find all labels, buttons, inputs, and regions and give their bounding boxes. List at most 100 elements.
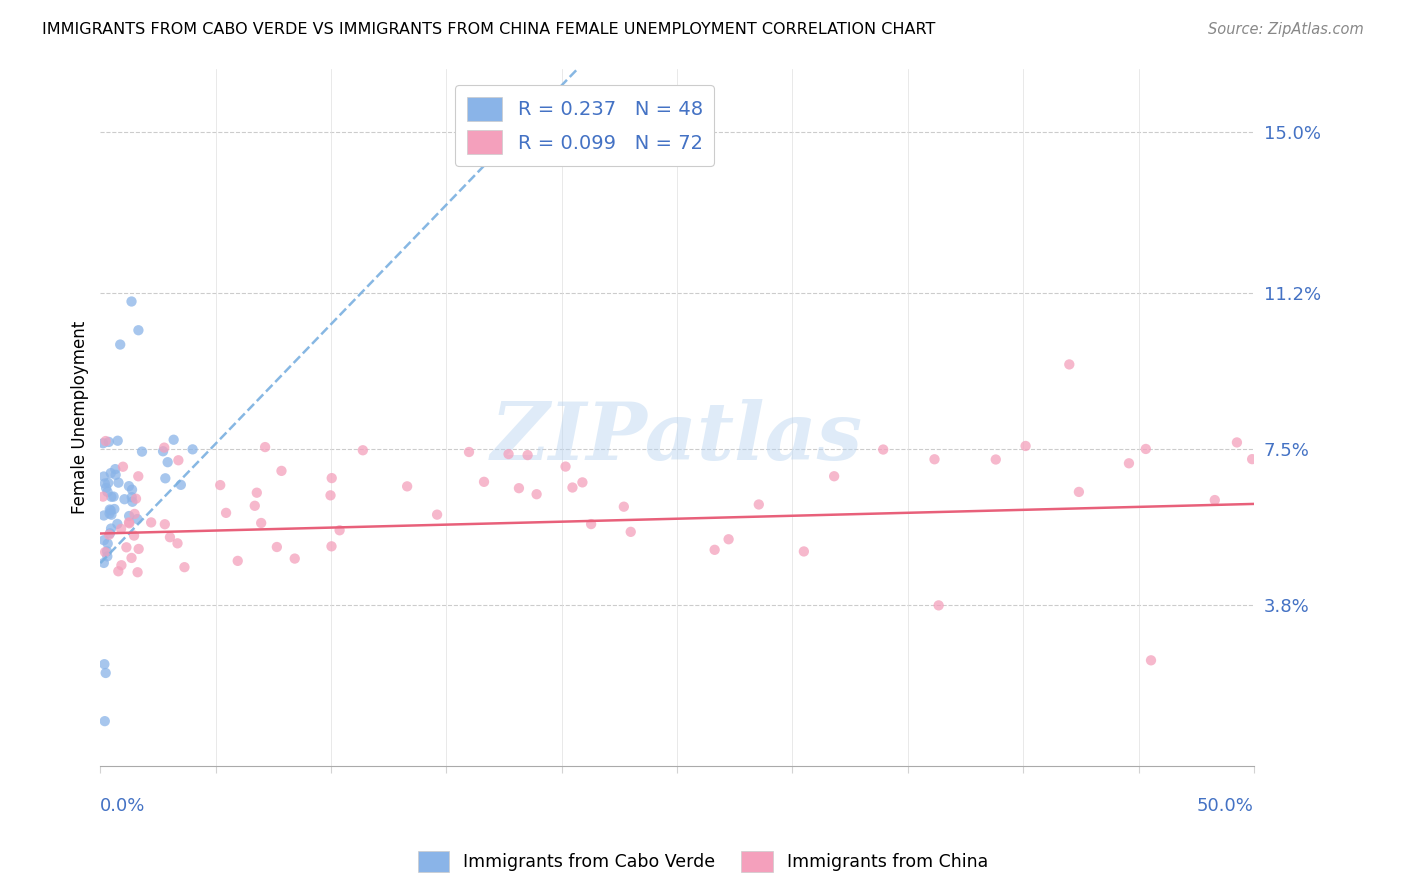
Point xyxy=(110,522,132,536)
Point xyxy=(94,476,117,491)
Legend: R = 0.237   N = 48, R = 0.099   N = 72: R = 0.237 N = 48, R = 0.099 N = 72 xyxy=(456,86,714,166)
Point xyxy=(127,323,149,337)
Point xyxy=(131,444,153,458)
Point xyxy=(170,478,193,492)
Point xyxy=(209,478,232,492)
Point xyxy=(152,444,174,458)
Point xyxy=(472,475,495,489)
Point xyxy=(97,434,120,449)
Y-axis label: Female Unemployment: Female Unemployment xyxy=(72,320,89,514)
Point xyxy=(266,540,288,554)
Point xyxy=(748,498,770,512)
Point xyxy=(128,541,150,556)
Point xyxy=(270,464,292,478)
Point xyxy=(94,714,117,728)
Point xyxy=(125,491,148,506)
Point xyxy=(124,507,146,521)
Point xyxy=(103,502,125,516)
Point xyxy=(94,545,117,559)
Point xyxy=(246,485,269,500)
Point xyxy=(105,516,128,531)
Point xyxy=(579,517,602,532)
Text: ZIPatlas: ZIPatlas xyxy=(491,400,863,477)
Point xyxy=(1140,653,1163,667)
Point xyxy=(1059,358,1081,372)
Point xyxy=(127,512,149,526)
Point xyxy=(321,539,343,553)
Point xyxy=(141,516,163,530)
Point xyxy=(159,530,181,544)
Point xyxy=(329,523,352,537)
Point xyxy=(984,452,1007,467)
Point xyxy=(96,544,118,558)
Point xyxy=(321,471,343,485)
Point xyxy=(121,483,143,497)
Point xyxy=(93,556,115,570)
Text: Source: ZipAtlas.com: Source: ZipAtlas.com xyxy=(1208,22,1364,37)
Point xyxy=(823,469,845,483)
Point xyxy=(107,564,129,578)
Point xyxy=(458,445,481,459)
Point xyxy=(498,447,520,461)
Point xyxy=(94,665,117,680)
Point xyxy=(1135,442,1157,456)
Point xyxy=(426,508,449,522)
Point xyxy=(100,503,122,517)
Point xyxy=(114,492,136,507)
Point xyxy=(215,506,238,520)
Point xyxy=(121,294,143,309)
Point xyxy=(166,536,188,550)
Point xyxy=(93,657,115,672)
Point xyxy=(1204,493,1226,508)
Legend: Immigrants from Cabo Verde, Immigrants from China: Immigrants from Cabo Verde, Immigrants f… xyxy=(411,844,995,879)
Point xyxy=(1118,456,1140,470)
Point xyxy=(91,490,114,504)
Point xyxy=(396,479,419,493)
Point xyxy=(1241,452,1264,467)
Point xyxy=(93,469,115,483)
Point xyxy=(98,507,121,521)
Point xyxy=(118,516,141,531)
Point xyxy=(924,452,946,467)
Point xyxy=(319,488,342,502)
Point xyxy=(93,508,115,523)
Point xyxy=(1014,439,1036,453)
Point xyxy=(516,448,538,462)
Point xyxy=(100,490,122,504)
Point xyxy=(127,566,149,580)
Point xyxy=(103,490,125,504)
Point xyxy=(620,524,643,539)
Point xyxy=(156,455,179,469)
Point xyxy=(793,544,815,558)
Point xyxy=(104,462,127,476)
Point xyxy=(98,528,121,542)
Point xyxy=(571,475,593,490)
Point xyxy=(110,558,132,573)
Point xyxy=(121,495,143,509)
Text: IMMIGRANTS FROM CABO VERDE VS IMMIGRANTS FROM CHINA FEMALE UNEMPLOYMENT CORRELAT: IMMIGRANTS FROM CABO VERDE VS IMMIGRANTS… xyxy=(42,22,935,37)
Point xyxy=(127,469,149,483)
Point xyxy=(167,453,190,467)
Point xyxy=(98,502,121,516)
Point xyxy=(93,533,115,548)
Point xyxy=(703,542,725,557)
Point xyxy=(100,466,122,480)
Point xyxy=(1067,484,1090,499)
Point xyxy=(100,522,122,536)
Point xyxy=(163,433,186,447)
Point xyxy=(153,517,176,532)
Point xyxy=(100,508,122,522)
Point xyxy=(121,490,143,504)
Point xyxy=(155,471,177,485)
Point xyxy=(613,500,636,514)
Text: 50.0%: 50.0% xyxy=(1197,797,1254,814)
Point xyxy=(121,550,143,565)
Point xyxy=(98,526,121,541)
Point xyxy=(96,549,118,564)
Point xyxy=(97,475,120,490)
Point xyxy=(717,533,740,547)
Point xyxy=(94,434,117,448)
Point xyxy=(250,516,273,530)
Point xyxy=(97,536,120,550)
Point xyxy=(118,508,141,523)
